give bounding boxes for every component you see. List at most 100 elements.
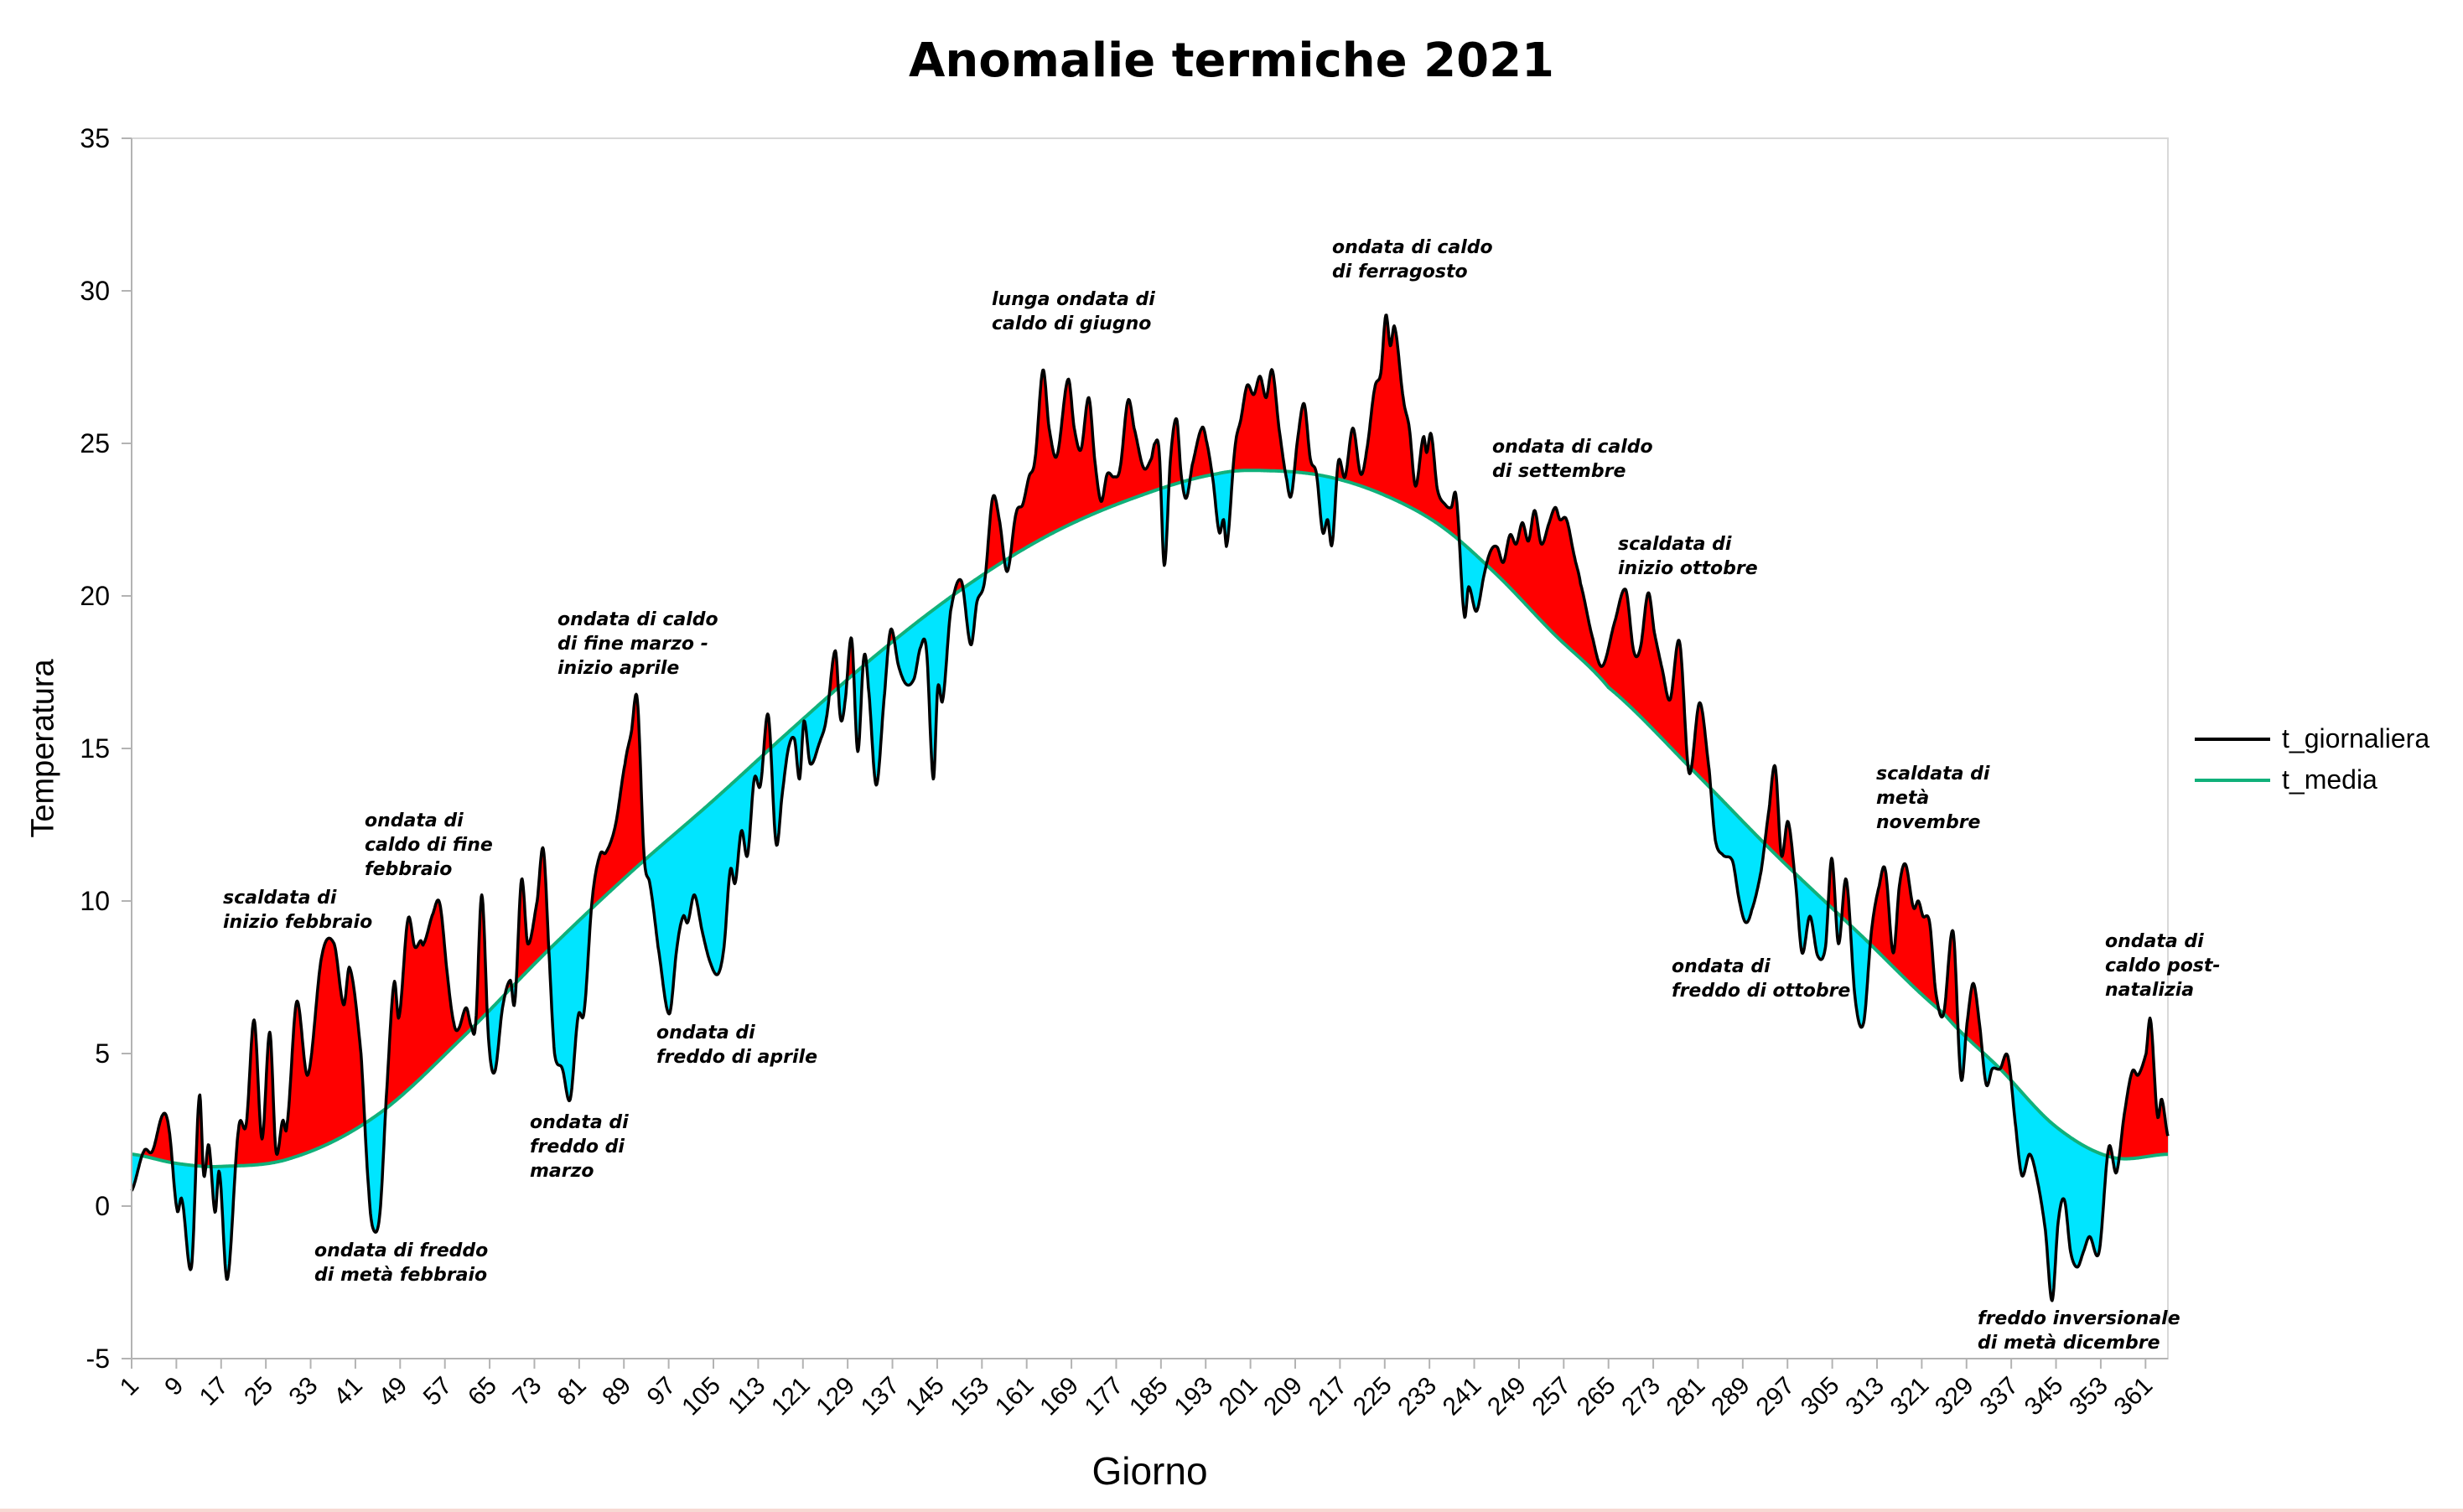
x-tick-label: 121: [766, 1372, 816, 1421]
x-tick-label: 201: [1214, 1372, 1263, 1421]
x-tick-label: 49: [373, 1372, 412, 1411]
cold-anomaly-area-26: [866, 645, 889, 785]
warm-anomaly-area-9: [386, 899, 472, 1109]
y-tick-label: 5: [95, 1038, 110, 1069]
x-tick-label: 297: [1750, 1372, 1800, 1421]
x-tick-label: 329: [1930, 1372, 1979, 1421]
x-tick-label: 57: [418, 1372, 458, 1411]
x-tick-label: 281: [1662, 1372, 1711, 1421]
warm-anomaly-area-43: [1336, 315, 1460, 541]
warm-anomaly-area-35: [1169, 418, 1183, 486]
y-tick-label: 20: [80, 581, 110, 611]
legend-label: t_giornaliera: [2282, 723, 2430, 753]
warm-anomaly-area-33: [1010, 370, 1161, 557]
x-tick-label: 177: [1080, 1372, 1129, 1421]
y-tick-label: 10: [80, 886, 110, 916]
warm-anomaly-area-7: [235, 938, 366, 1167]
legend-label: t_media: [2282, 764, 2377, 795]
x-tick-label: 265: [1572, 1372, 1621, 1421]
x-tick-label: 161: [990, 1372, 1040, 1421]
x-tick-label: 241: [1438, 1372, 1487, 1421]
x-tick-label: 305: [1796, 1372, 1845, 1421]
x-tick-label: 249: [1482, 1372, 1532, 1421]
page-bottom-border: [0, 1509, 2463, 1512]
y-tick-label: 30: [80, 276, 110, 306]
legend-item-t-giornaliera: t_giornaliera: [2195, 718, 2429, 759]
annotation-caldo-post-natalizia: ondata di caldo post-natalizia: [2105, 931, 2221, 1001]
x-tick-label: 137: [856, 1372, 905, 1421]
x-tick-label: 41: [329, 1372, 368, 1411]
annotation-freddo-inversionale: freddo inversionale di metà dicembre: [1978, 1308, 2180, 1354]
cold-anomaly-area-62: [2011, 1080, 2108, 1301]
warm-anomaly-area-15: [516, 847, 549, 983]
x-tick-label: 289: [1706, 1372, 1755, 1421]
cold-anomaly-area-28: [894, 594, 954, 779]
legend-swatch-t-media: [2195, 778, 2270, 782]
x-tick-label: 105: [677, 1372, 726, 1421]
warm-anomaly-area-37: [1190, 427, 1212, 480]
x-tick-label: 217: [1304, 1372, 1353, 1421]
x-tick-label: 225: [1348, 1372, 1397, 1421]
annotation-freddo-meta-febbraio: ondata di freddo di metà febbraio: [314, 1240, 489, 1286]
annotation-scaldata-inizio-febbraio: scaldata di inizio febbraio: [223, 888, 373, 933]
cold-anomaly-area-18: [644, 754, 764, 1014]
annotation-freddo-marzo: ondata di freddo di marzo: [530, 1112, 629, 1182]
y-tick-label: 0: [95, 1191, 110, 1221]
x-tick-label: 273: [1616, 1372, 1666, 1421]
annotation-caldo-giugno: lunga ondata di caldo di giugno: [992, 289, 1155, 334]
x-tick-label: 233: [1392, 1372, 1442, 1421]
chart-title: Anomalie termiche 2021: [909, 34, 1554, 88]
legend: t_giornaliera t_media: [2195, 718, 2429, 800]
annotation-caldo-fine-marzo: ondata di caldo di fine marzo - inizio apr…: [557, 609, 718, 679]
x-tick-label: 257: [1527, 1372, 1577, 1421]
x-tick-label: 169: [1034, 1372, 1084, 1421]
warm-anomaly-area-17: [591, 694, 645, 909]
x-tick-label: 33: [284, 1372, 324, 1411]
y-axis-label: Temperatura: [25, 659, 61, 838]
cold-anomaly-area-48: [1710, 788, 1765, 923]
annotation-caldo-ferragosto: ondata di caldo di ferragosto: [1332, 237, 1493, 282]
x-tick-label: 129: [811, 1372, 860, 1421]
x-tick-label: 153: [946, 1372, 995, 1421]
x-tick-label: 25: [239, 1372, 278, 1411]
legend-swatch-t-giornaliera: [2195, 737, 2270, 741]
cold-anomaly-area-16: [548, 909, 592, 1101]
y-tick-label: -5: [86, 1344, 110, 1374]
x-tick-label: 313: [1840, 1372, 1890, 1421]
x-tick-label: 9: [159, 1372, 189, 1401]
annotation-caldo-settembre: ondata di caldo di settembre: [1492, 437, 1653, 482]
annotation-freddo-ottobre: ondata di freddo di ottobre: [1672, 956, 1851, 1002]
x-tick-label: 345: [2020, 1372, 2069, 1421]
warm-anomaly-area-31: [985, 495, 1005, 573]
cold-anomaly-area-42: [1316, 474, 1337, 546]
x-tick-label: 89: [597, 1372, 636, 1411]
annotation-scaldata-meta-novembre: scaldata di metà novembre: [1876, 764, 1990, 833]
annotation-scaldata-inizio-ottobre: scaldata di inizio ottobre: [1618, 534, 1758, 579]
x-tick-label: 361: [2109, 1372, 2159, 1421]
series-lines: [130, 313, 2170, 1302]
x-tick-label: 353: [2064, 1372, 2113, 1421]
t-giornaliera-line: [130, 313, 2170, 1302]
x-tick-label: 321: [1885, 1372, 1935, 1421]
y-tick-label: 25: [80, 428, 110, 458]
x-axis-label: Giorno: [1091, 1449, 1208, 1493]
cold-anomaly-area-2: [172, 1162, 196, 1270]
warm-anomaly-area-45: [1486, 507, 1688, 766]
x-tick-label: 1: [115, 1372, 144, 1401]
warm-anomaly-area-65: [2118, 1017, 2168, 1159]
x-tick-label: 81: [552, 1372, 592, 1411]
x-tick-label: 185: [1124, 1372, 1174, 1421]
x-tick-label: 193: [1169, 1372, 1218, 1421]
x-tick-label: 145: [900, 1372, 950, 1421]
legend-item-t-media: t_media: [2195, 759, 2429, 800]
y-tick-label: 15: [80, 733, 110, 764]
warm-anomaly-area-41: [1294, 403, 1317, 475]
x-tick-label: 337: [1974, 1372, 2024, 1421]
annotation-freddo-aprile: ondata di freddo di aprile: [656, 1023, 818, 1068]
y-tick-label: 35: [80, 123, 110, 153]
x-tick-label: 97: [642, 1372, 682, 1411]
annotation-caldo-fine-febbraio: ondata di caldo di fine febbraio: [365, 810, 493, 880]
x-tick-label: 209: [1258, 1372, 1308, 1421]
x-tick-label: 113: [723, 1372, 770, 1420]
